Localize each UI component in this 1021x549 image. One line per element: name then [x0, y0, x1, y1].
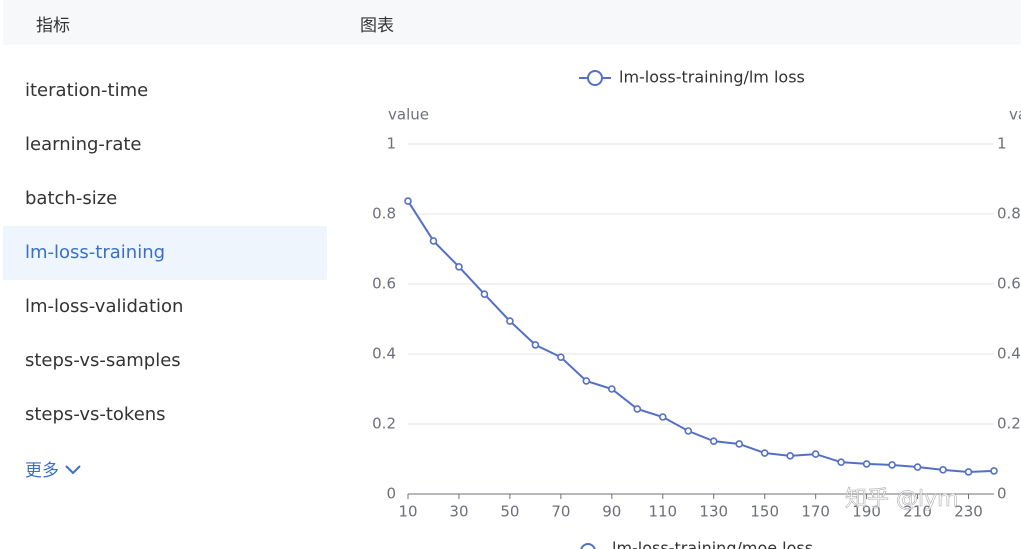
sidebar-item[interactable]: learning-rate — [25, 134, 142, 155]
header: 指标 图表 — [3, 0, 1021, 45]
y2-tick-label: 0.6 — [997, 275, 1021, 293]
point — [709, 437, 718, 445]
point — [404, 197, 412, 205]
sidebar-item[interactable]: lm-loss-training — [3, 226, 327, 280]
point — [913, 463, 922, 471]
y2-tick-label: 0.2 — [997, 415, 1021, 433]
sidebar-item[interactable]: lm-loss-validation — [25, 296, 184, 317]
x-tick-label: 150 — [750, 503, 779, 521]
more-label[interactable]: 更多 — [25, 461, 59, 481]
y-tick-label: 0.4 — [372, 345, 396, 363]
point — [531, 341, 540, 349]
y-tick-label: 0.2 — [372, 415, 396, 433]
legend-marker — [587, 70, 603, 86]
point — [939, 466, 947, 474]
next-legend-marker — [580, 543, 596, 549]
y-tick-label: 0 — [386, 485, 396, 503]
point — [862, 460, 871, 468]
y2-tick-label: 0.8 — [997, 205, 1021, 223]
y2-tick-label: 0 — [997, 485, 1007, 503]
point — [557, 353, 565, 361]
x-tick-label: 30 — [449, 503, 468, 521]
sidebar-item[interactable]: steps-vs-tokens — [25, 404, 166, 425]
x-tick-label: 110 — [648, 503, 677, 521]
point — [786, 452, 794, 460]
x-tick-label: 170 — [801, 503, 830, 521]
watermark: 知乎 @lym — [845, 487, 959, 512]
point — [837, 458, 845, 466]
more-button[interactable]: 更多 — [25, 456, 82, 481]
y2-tick-label: 1 — [997, 135, 1007, 153]
point — [633, 405, 642, 413]
x-tick-label: 70 — [551, 503, 570, 521]
point — [582, 377, 591, 385]
sidebar-item[interactable]: steps-vs-samples — [25, 350, 181, 371]
point — [760, 449, 769, 457]
next-legend-label: lm-loss-training/moe loss — [612, 539, 813, 549]
x-tick-label: 50 — [500, 503, 519, 521]
point — [964, 468, 973, 476]
y2-tick-label: 0.4 — [997, 345, 1021, 363]
point — [429, 237, 438, 245]
point — [888, 461, 896, 469]
y-tick-label: 0.8 — [372, 205, 396, 223]
sidebar-item[interactable]: iteration-time — [25, 80, 149, 101]
x-tick-label: 90 — [602, 503, 621, 521]
point — [990, 467, 998, 475]
point — [608, 385, 616, 393]
x-tick-label: 190 — [852, 503, 881, 521]
y2-axis-label: value — [1009, 106, 1021, 124]
header-charts: 图表 — [360, 16, 394, 36]
point — [455, 263, 463, 271]
x-tick-label: 230 — [954, 503, 983, 521]
chevron[interactable] — [64, 464, 82, 476]
sidebar: iteration-time learning-rate batch-size lm-… — [3, 64, 327, 442]
y-tick-label: 0.6 — [372, 275, 396, 293]
point — [735, 440, 744, 448]
legend-label: lm-loss-training/lm loss — [619, 68, 805, 87]
point — [480, 290, 489, 298]
point — [684, 427, 693, 435]
header-metrics: 指标 — [36, 16, 70, 36]
sidebar-item[interactable]: batch-size — [25, 188, 118, 209]
point — [506, 317, 514, 325]
x-tick-label: 130 — [699, 503, 728, 521]
point — [658, 413, 667, 421]
point — [811, 450, 820, 458]
series-line — [407, 200, 995, 473]
x-tick-label: 10 — [398, 503, 417, 521]
x-tick-label: 210 — [903, 503, 932, 521]
y-tick-label: 1 — [386, 135, 396, 153]
y-axis-label: value — [388, 106, 429, 124]
